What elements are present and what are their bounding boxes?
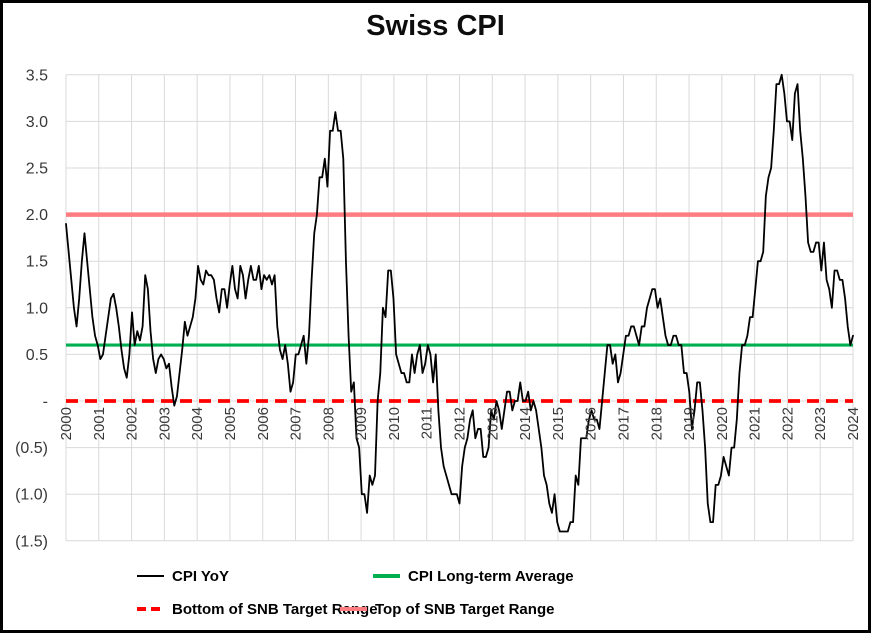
svg-text:2002: 2002 [124,407,141,440]
svg-text:2000: 2000 [58,407,75,440]
svg-text:2017: 2017 [615,407,632,440]
svg-text:2006: 2006 [255,407,272,440]
svg-text:2003: 2003 [156,407,173,440]
svg-text:(1.5): (1.5) [15,533,48,550]
svg-text:2009: 2009 [353,407,370,440]
svg-text:3.0: 3.0 [26,114,48,131]
svg-text:3.5: 3.5 [26,67,48,84]
svg-text:2024: 2024 [845,407,862,440]
svg-text:1.0: 1.0 [26,300,48,317]
svg-text:2020: 2020 [714,407,731,440]
legend-label-bottom-target-range: Bottom of SNB Target Range [172,600,378,618]
svg-text:2016: 2016 [583,407,600,440]
svg-text:1.5: 1.5 [26,254,48,271]
chart-title: Swiss CPI [366,10,505,42]
svg-text:(1.0): (1.0) [15,487,48,504]
legend-swatch-cpi-yoy-line [137,575,164,577]
svg-text:2005: 2005 [222,407,239,440]
svg-text:2021: 2021 [747,407,764,440]
legend-swatch-long-term-average-line [373,574,400,578]
svg-text:2011: 2011 [419,407,436,439]
svg-text:(0.5): (0.5) [15,440,48,457]
legend-swatch-top-target-line [340,606,367,612]
svg-text:2001: 2001 [91,407,108,440]
svg-text:2007: 2007 [288,407,305,440]
legend-swatch-bottom-target-dashed-line [137,607,164,611]
svg-text:2008: 2008 [320,407,337,440]
svg-text:2022: 2022 [779,407,796,440]
svg-text:2018: 2018 [648,407,665,440]
svg-text:-: - [43,394,48,411]
svg-text:2014: 2014 [517,407,534,440]
svg-text:2012: 2012 [452,407,469,440]
legend-label-long-term-average: CPI Long-term Average [408,567,574,585]
svg-text:2015: 2015 [550,407,567,440]
svg-text:2010: 2010 [386,407,403,440]
legend-label-top-target-range: Top of SNB Target Range [375,600,555,618]
svg-text:2019: 2019 [681,407,698,440]
legend-label-cpi-yoy: CPI YoY [172,567,229,585]
svg-text:2013: 2013 [484,407,501,440]
legend-item-cpi-yoy: CPI YoY [137,567,229,585]
svg-text:2.0: 2.0 [26,207,48,224]
svg-text:2004: 2004 [189,407,206,440]
svg-text:2023: 2023 [812,407,829,440]
legend-item-long-term-average: CPI Long-term Average [373,567,574,585]
legend-item-bottom-target-range: Bottom of SNB Target Range [137,600,378,618]
svg-text:0.5: 0.5 [26,347,48,364]
legend-item-top-target-range: Top of SNB Target Range [340,600,554,618]
svg-text:2.5: 2.5 [26,161,48,178]
